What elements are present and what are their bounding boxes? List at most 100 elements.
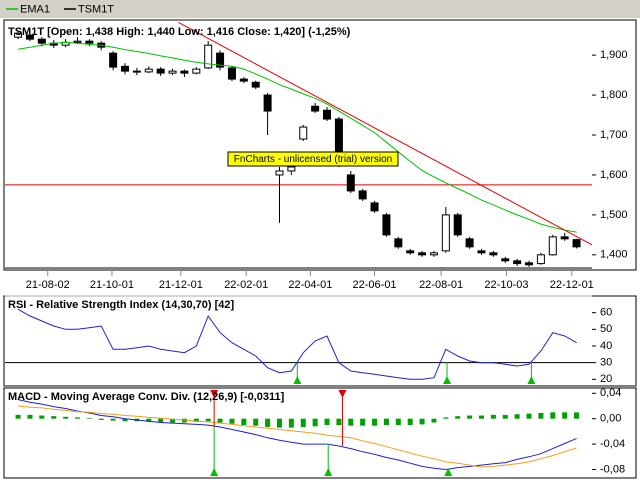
candle-body [382,214,391,236]
buy-arrow [293,376,302,384]
histogram-bar [74,417,80,419]
candle-body [370,202,379,212]
candle-body [548,236,557,256]
candle-body [14,32,23,38]
histogram-bar [431,418,437,423]
candle-body [418,252,427,256]
histogram-bar [51,416,57,419]
candle-body [465,238,474,248]
histogram-bar [27,414,33,419]
candle-body [501,258,510,262]
histogram-bar [265,418,271,427]
candle-body [216,52,225,68]
candle-body [489,252,498,256]
histogram-bar [514,414,520,419]
x-tick-label: 22-04-01 [288,279,332,291]
candle-body [560,236,569,240]
legend-label: TSM1T [78,3,114,15]
histogram-bar [110,418,116,421]
sell-arrow [338,390,347,398]
candle-body [287,166,296,172]
sell-arrow [210,390,219,398]
histogram-bar [372,418,378,426]
y-tick-label: 50 [600,323,612,335]
histogram-bar [550,412,556,419]
x-tick-label: 21-12-01 [159,279,203,291]
histogram-bar [395,418,401,426]
histogram-bar [15,414,21,419]
y-tick-label: -0,04 [600,438,625,450]
histogram-bar [288,418,294,428]
histogram-bar [217,418,223,423]
y-tick-label: 1,700 [600,129,628,141]
legend-label: EMA1 [20,3,50,15]
y-tick-label: 1,800 [600,89,628,101]
candle-body [227,67,236,80]
candle-body [406,250,415,254]
candle-body [453,214,462,236]
histogram-bar [276,418,282,428]
candle-body [477,250,486,254]
candle-body [168,70,177,74]
x-tick-label: 21-08-02 [26,279,70,291]
histogram-bar [526,413,532,419]
candle-body [394,238,403,248]
y-tick-label: -0,08 [600,463,625,475]
candle-body [572,239,581,248]
x-tick-label: 22-06-01 [353,279,397,291]
candle-body [525,262,534,266]
candle-body [263,94,272,112]
y-tick-label: 1,900 [600,49,628,61]
histogram-bar [86,418,92,419]
candle-body [132,70,141,73]
signal-line [18,405,577,468]
candle-body [346,174,355,192]
histogram-bar [98,418,104,420]
y-tick-label: 1,600 [600,169,628,181]
candle-body [85,40,94,44]
candle-body [299,126,308,140]
histogram-bar [253,418,259,426]
x-tick-label: 22-12-01 [550,279,594,291]
histogram-bar [383,418,389,426]
candle-body [239,78,248,82]
x-tick-label: 22-08-01 [419,279,463,291]
macd-line [17,399,577,471]
candle-body [25,34,34,40]
macd-panel [3,387,637,479]
y-tick-label: 0,00 [600,413,621,425]
histogram-bar [455,416,461,419]
histogram-bar [538,412,544,419]
candle-body [323,109,332,120]
histogram-bar [478,415,484,419]
histogram-bar [241,418,247,426]
candle-body [536,254,545,265]
candle-body [109,52,118,68]
rsi-line [17,308,577,380]
histogram-bar [336,418,342,426]
y-tick-label: 1,500 [600,209,628,221]
buy-arrow [324,468,333,476]
trend-line [178,21,593,246]
panel-title: TSM1T [Open: 1,438 High: 1,440 Low: 1,41… [8,26,351,38]
histogram-bar [39,415,45,419]
candle-body [144,68,153,73]
y-tick-label: 60 [600,307,612,319]
x-tick-label: 22-02-01 [224,279,268,291]
candle-body [429,252,438,256]
candle-body [37,38,46,44]
histogram-bar [348,418,354,426]
candle-body [73,40,82,43]
histogram-bar [467,415,473,419]
candle-body [251,81,260,88]
candle-body [441,214,450,252]
y-tick-label: 0,04 [600,387,621,399]
histogram-bar [562,412,568,419]
y-tick-label: 1,400 [600,249,628,261]
panel-title: MACD - Moving Average Conv. Div. (12,26,… [8,391,285,403]
candle-body [156,68,165,74]
histogram-bar [502,414,508,419]
histogram-bar [419,418,425,425]
legend-bar [0,0,640,18]
